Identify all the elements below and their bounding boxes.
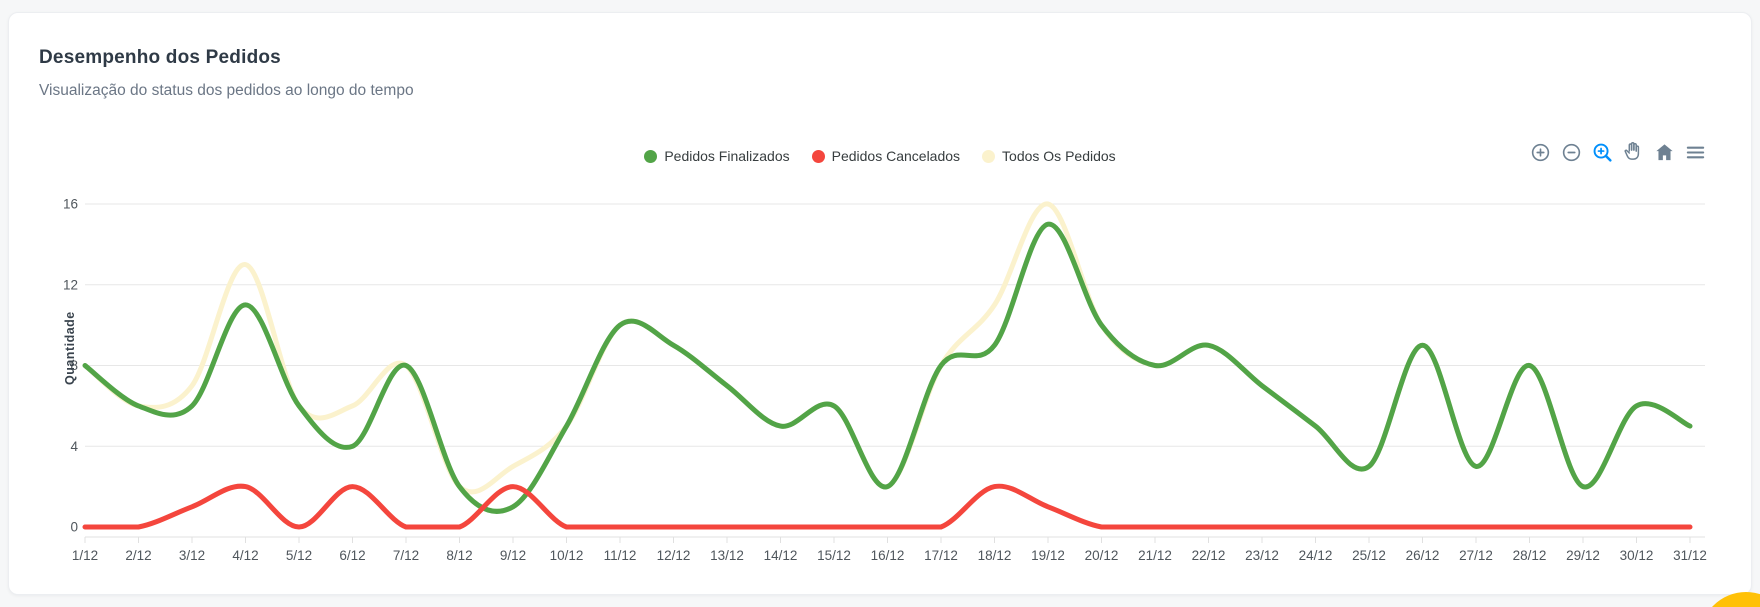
card-header: Desempenho dos Pedidos Visualização do s… [39,47,414,100]
y-axis-title: Quantidade [62,311,77,385]
legend-item-pedidos-cancelados[interactable]: Pedidos Cancelados [811,148,961,164]
pan-icon [1624,142,1640,160]
legend-marker-icon [644,149,658,163]
zoom-out-icon [1562,143,1580,161]
selection-zoom-icon [1593,143,1612,162]
toolbar-pan-button[interactable] [1621,140,1645,164]
toolbar-zoom-in-button[interactable] [1528,140,1552,164]
toolbar-home-button[interactable] [1652,140,1676,164]
chart-legend: Pedidos Finalizados Pedidos Cancelados Tod… [9,144,1751,168]
legend-label: Pedidos Finalizados [664,148,790,164]
page-title: Desempenho dos Pedidos [39,47,281,68]
legend-label: Pedidos Cancelados [831,148,961,164]
legend-marker-icon [811,149,825,163]
toolbar-zoom-out-button[interactable] [1559,140,1583,164]
chart-card: Desempenho dos Pedidos Visualização do s… [8,12,1752,595]
legend-label: Todos Os Pedidos [1002,148,1116,164]
toolbar-selection-zoom-button[interactable] [1590,140,1614,164]
toolbar-menu-button[interactable] [1683,140,1707,164]
menu-icon [1686,146,1704,158]
legend-item-todos-os-pedidos[interactable]: Todos Os Pedidos [982,148,1116,164]
legend-item-pedidos-finalizados[interactable]: Pedidos Finalizados [644,148,790,164]
home-icon [1655,143,1673,160]
chart-toolbar [1528,140,1707,164]
legend-marker-icon [982,149,996,163]
zoom-in-icon [1531,143,1549,161]
page-subtitle: Visualização do status dos pedidos ao lo… [39,82,414,99]
